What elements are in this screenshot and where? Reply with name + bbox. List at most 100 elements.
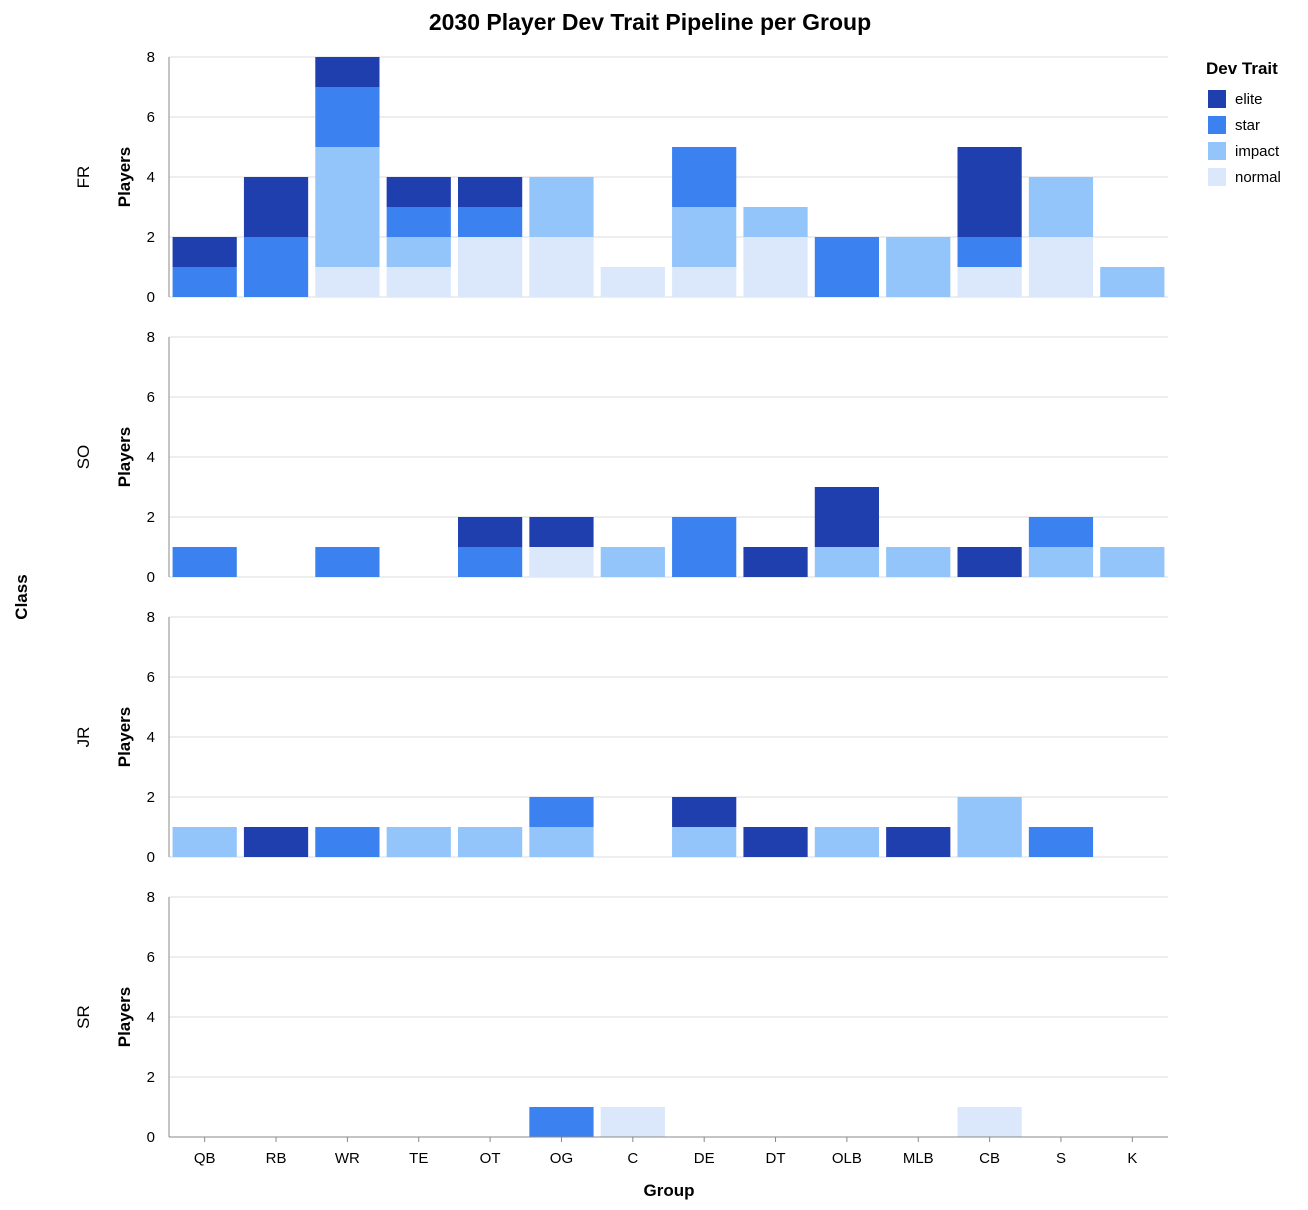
bar-jr-s-star — [1028, 827, 1094, 857]
bar-so-og-elite — [529, 517, 594, 547]
bar-fr-cb-elite — [957, 147, 1022, 237]
y-tick-label: 0 — [147, 1129, 155, 1146]
chart-title: 2030 Player Dev Trait Pipeline per Group — [429, 9, 871, 35]
row-label: SO — [74, 445, 93, 470]
y-axis-title: Players — [115, 987, 134, 1048]
bar-so-ot-elite — [457, 517, 523, 547]
facet-fr: 0 2 4 6 8 FR Players — [74, 49, 1168, 306]
bar-fr-ot-star — [457, 207, 523, 237]
x-tick-label: WR — [335, 1150, 360, 1167]
x-tick-label: QB — [194, 1150, 216, 1167]
bar-fr-ot-elite — [457, 177, 523, 207]
bar-fr-qb-elite — [172, 237, 237, 267]
bar-so-mlb-impact — [886, 547, 951, 577]
x-tick-label: S — [1056, 1150, 1066, 1167]
y-tick-label: 8 — [147, 329, 155, 346]
x-tick-label: OLB — [832, 1150, 862, 1167]
bar-so-og-normal — [529, 547, 594, 577]
facet-panels: 0 2 4 6 8 FR Players 0 2 4 6 8 SO Players 0 2 4 6 8 JR Playe… — [74, 49, 1168, 1146]
bar-fr-dt-normal — [743, 237, 808, 297]
legend-label-star: star — [1235, 117, 1260, 134]
bar-sr-cb-normal — [957, 1107, 1022, 1137]
bar-fr-mlb-impact — [886, 237, 951, 297]
bar-jr-de-elite — [672, 797, 737, 827]
bar-fr-wr-star — [315, 87, 380, 147]
bar-fr-ot-normal — [457, 237, 523, 297]
facet-sr: 0 2 4 6 8 SR Players — [74, 889, 1168, 1146]
bar-so-olb-elite — [814, 487, 880, 547]
bar-so-cb-elite — [957, 547, 1022, 577]
bar-jr-rb-elite — [243, 827, 309, 857]
bar-so-de-star — [672, 517, 737, 577]
bar-jr-de-impact — [672, 827, 737, 857]
bar-jr-mlb-elite — [886, 827, 951, 857]
x-tick-label: TE — [409, 1150, 428, 1167]
x-tick-label: CB — [979, 1150, 1000, 1167]
bar-so-wr-star — [315, 547, 380, 577]
facet-so: 0 2 4 6 8 SO Players — [74, 329, 1168, 586]
bar-fr-dt-impact — [743, 207, 808, 237]
row-label: JR — [74, 727, 93, 748]
y-tick-label: 4 — [147, 729, 155, 746]
bar-fr-de-normal — [672, 267, 737, 297]
legend-title: Dev Trait — [1206, 59, 1278, 78]
y-tick-label: 8 — [147, 889, 155, 906]
bar-fr-de-impact — [672, 207, 737, 267]
bar-fr-wr-elite — [315, 57, 380, 87]
y-axis-title: Players — [115, 707, 134, 768]
legend-swatch-elite — [1208, 90, 1226, 108]
y-tick-label: 2 — [147, 789, 155, 806]
y-axis-title: Players — [115, 147, 134, 208]
bar-fr-og-impact — [529, 177, 594, 237]
bar-jr-dt-elite — [743, 827, 808, 857]
x-tick-label: DE — [694, 1150, 715, 1167]
bar-so-c-impact — [600, 547, 665, 577]
bar-fr-rb-elite — [243, 177, 309, 237]
bar-so-s-impact — [1028, 547, 1094, 577]
bar-fr-k-impact — [1100, 267, 1165, 297]
bar-so-qb-star — [172, 547, 237, 577]
bar-jr-qb-impact — [172, 827, 237, 857]
x-tick-label: OG — [550, 1150, 573, 1167]
bar-fr-te-impact — [386, 237, 451, 267]
y-axis-title: Players — [115, 427, 134, 488]
x-tick-label: K — [1127, 1150, 1137, 1167]
bar-jr-ot-impact — [457, 827, 523, 857]
y-tick-label: 2 — [147, 1069, 155, 1086]
bar-jr-wr-star — [315, 827, 380, 857]
y-tick-label: 8 — [147, 609, 155, 626]
y-tick-label: 6 — [147, 389, 155, 406]
bar-jr-te-impact — [386, 827, 451, 857]
legend-swatch-impact — [1208, 142, 1226, 160]
bar-so-s-star — [1028, 517, 1094, 547]
bar-fr-qb-star — [172, 267, 237, 297]
bar-jr-cb-impact — [957, 797, 1022, 857]
bar-jr-og-star — [529, 797, 594, 827]
bar-fr-s-normal — [1028, 237, 1094, 297]
bar-fr-og-normal — [529, 237, 594, 297]
x-tick-label: C — [627, 1150, 638, 1167]
bar-so-k-impact — [1100, 547, 1165, 577]
x-tick-label: DT — [766, 1150, 786, 1167]
bar-fr-s-impact — [1028, 177, 1094, 237]
y-tick-label: 6 — [147, 669, 155, 686]
y-tick-label: 6 — [147, 949, 155, 966]
y-tick-label: 0 — [147, 849, 155, 866]
legend-label-impact: impact — [1235, 143, 1280, 160]
bar-fr-olb-star — [814, 237, 880, 297]
x-tick-label: MLB — [903, 1150, 934, 1167]
bar-fr-cb-normal — [957, 267, 1022, 297]
legend-swatch-star — [1208, 116, 1226, 134]
y-tick-label: 6 — [147, 109, 155, 126]
y-tick-label: 0 — [147, 289, 155, 306]
x-axis-title: Group — [644, 1181, 695, 1200]
facet-jr: 0 2 4 6 8 JR Players — [74, 609, 1168, 866]
bar-so-dt-elite — [743, 547, 808, 577]
y-tick-label: 4 — [147, 449, 155, 466]
row-label: SR — [74, 1005, 93, 1029]
x-axis: QB RB WR TE OT OG C DE DT OLB MLB CB S K — [169, 1136, 1168, 1167]
bar-fr-cb-star — [957, 237, 1022, 267]
bar-fr-wr-impact — [315, 147, 380, 267]
legend-label-elite: elite — [1235, 91, 1263, 108]
